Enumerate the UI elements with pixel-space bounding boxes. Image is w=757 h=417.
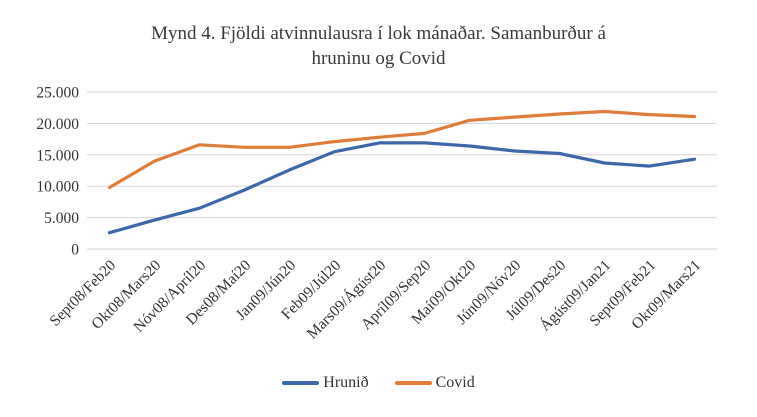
chart-title: Mynd 4. Fjöldi atvinnulausra í lok mánað… bbox=[0, 21, 757, 71]
chart-title-line2: hruninu og Covid bbox=[311, 48, 446, 69]
series-line-hrunið bbox=[107, 141, 697, 235]
y-tick-label: 0 bbox=[71, 242, 79, 259]
legend-label-hrunid: Hrunið bbox=[323, 374, 369, 391]
gridlines bbox=[87, 91, 717, 250]
covid-line-swatch bbox=[394, 381, 432, 385]
x-tick-label: Mars09/Ágúst20 bbox=[304, 257, 390, 343]
series-lines bbox=[107, 109, 697, 235]
legend-item-hrunid: Hrunið bbox=[282, 374, 369, 392]
chart-legend: Hrunið Covid bbox=[0, 374, 757, 392]
legend-item-covid: Covid bbox=[394, 374, 475, 392]
y-tick-label: 10.000 bbox=[36, 179, 79, 196]
hrunid-line-swatch bbox=[282, 381, 320, 385]
x-axis-labels: Sept08/Feb20Okt08/Mars20Nóv08/Apríl20Des… bbox=[46, 257, 704, 343]
chart-title-line1: Mynd 4. Fjöldi atvinnulausra í lok mánað… bbox=[151, 23, 606, 44]
y-tick-label: 5.000 bbox=[44, 210, 79, 227]
y-tick-label: 15.000 bbox=[36, 147, 79, 164]
legend-label-covid: Covid bbox=[435, 374, 475, 391]
y-axis-labels: 0 5.000 10.000 15.000 20.000 25.000 bbox=[36, 85, 79, 259]
y-tick-label: 25.000 bbox=[36, 85, 79, 102]
series-line-covid bbox=[107, 109, 697, 190]
y-tick-label: 20.000 bbox=[36, 116, 79, 133]
